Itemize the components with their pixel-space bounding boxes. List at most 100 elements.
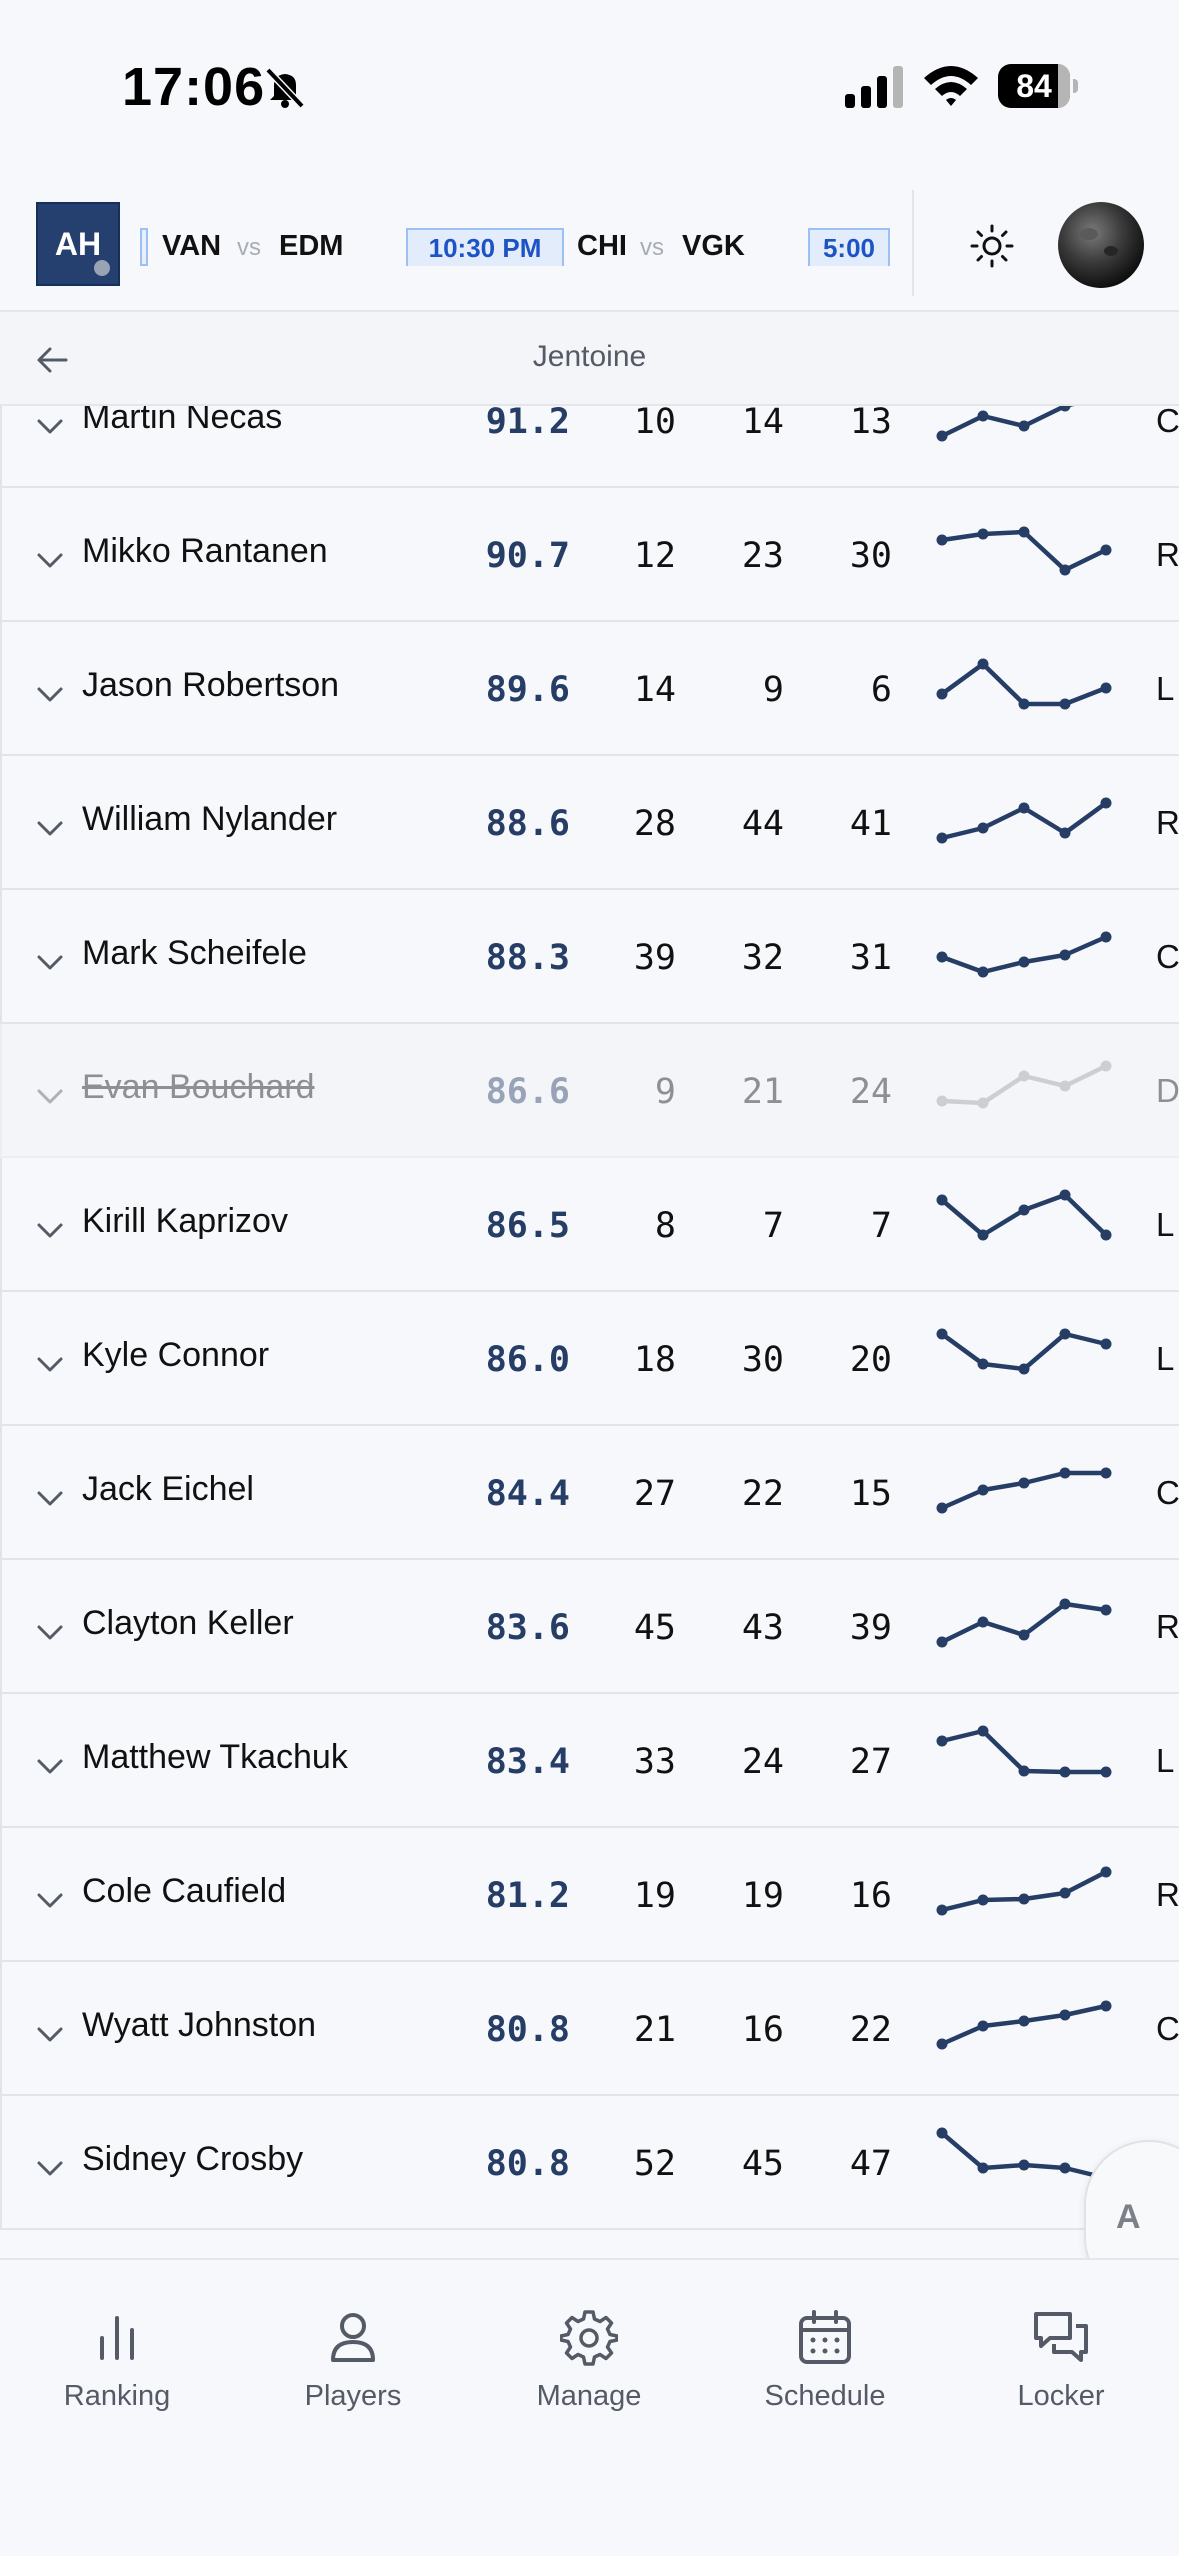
theme-toggle-sun-icon[interactable] [968, 222, 1016, 270]
player-row[interactable]: Matthew Tkachuk 83.4 33 24 27 L [0, 1694, 1179, 1828]
status-time: 17:06 [122, 57, 266, 117]
app-logo-text: AH [54, 225, 102, 262]
expand-chevron-icon[interactable] [34, 1884, 66, 1916]
player-row[interactable]: Sidney Crosby 80.8 52 45 47 [0, 2096, 1179, 2230]
nav-players[interactable]: Players [253, 2308, 453, 2413]
player-score: 89.6 [485, 670, 570, 710]
player-row[interactable]: Mikko Rantanen 90.7 12 23 30 R [0, 488, 1179, 622]
player-row[interactable]: Wyatt Johnston 80.8 21 16 22 C [0, 1962, 1179, 2096]
sparkline-point [1100, 1866, 1112, 1878]
expand-chevron-icon[interactable] [34, 2152, 66, 2184]
player-row[interactable]: William Nylander 88.6 28 44 41 R [0, 756, 1179, 890]
player-score: 90.7 [485, 536, 570, 576]
nav-schedule[interactable]: Schedule [725, 2308, 925, 2413]
expand-chevron-icon[interactable] [34, 1348, 66, 1380]
player-row[interactable]: Jason Robertson 89.6 14 9 6 L [0, 622, 1179, 756]
nav-manage[interactable]: Manage [489, 2308, 689, 2413]
player-name: Sidney Crosby [82, 2140, 304, 2178]
trend-sparkline [936, 1866, 1112, 1916]
player-position: L [1156, 1340, 1175, 1377]
player-stat-3: 15 [849, 1474, 892, 1514]
page-header: Jentoine [0, 312, 1179, 406]
expand-chevron-icon[interactable] [34, 678, 66, 710]
player-row[interactable]: Kirill Kaprizov 86.5 8 7 7 L [0, 1158, 1179, 1292]
trend-sparkline [936, 1060, 1112, 1109]
sparkline-point [1100, 1338, 1112, 1350]
game-away-team[interactable]: VAN [162, 230, 222, 262]
wifi-icon [924, 66, 978, 106]
player-score: 86.6 [485, 1072, 570, 1112]
sparkline-path [941, 529, 1107, 573]
player-score: 81.2 [485, 1876, 570, 1916]
battery-level: 84 [1016, 68, 1052, 104]
bell-muted-icon [265, 67, 305, 109]
expand-chevron-icon[interactable] [34, 544, 66, 576]
player-row[interactable]: Martin Necas 91.2 10 14 13 C [0, 406, 1179, 488]
sparkline-point [936, 1502, 948, 1514]
player-score: 80.8 [485, 2010, 570, 2050]
sparkline-point [1100, 544, 1112, 556]
expand-chevron-icon[interactable] [34, 1750, 66, 1782]
trend-sparkline [936, 526, 1112, 576]
expand-chevron-icon[interactable] [34, 1482, 66, 1514]
expand-chevron-icon[interactable] [34, 1080, 66, 1112]
player-name: Evan Bouchard [82, 1068, 315, 1106]
sparkline-point [1059, 564, 1071, 576]
trend-sparkline [936, 658, 1112, 710]
app-logo[interactable]: AH [36, 202, 120, 286]
player-stat-1: 12 [633, 536, 676, 576]
player-position: L [1156, 670, 1175, 707]
sparkline-point [977, 1484, 989, 1496]
sparkline-point [936, 534, 948, 546]
sparkline-point [936, 430, 948, 442]
sparkline-point [1059, 827, 1071, 839]
user-avatar[interactable] [1058, 202, 1144, 288]
calendar-icon [799, 2310, 851, 2364]
cellular-signal-icon [845, 66, 903, 108]
nav-ranking[interactable]: Ranking [17, 2308, 217, 2413]
player-score: 83.4 [485, 1742, 570, 1782]
sparkline-point [1018, 2015, 1030, 2027]
expand-chevron-icon[interactable] [34, 410, 66, 442]
player-row[interactable]: Cole Caufield 81.2 19 19 16 R [0, 1828, 1179, 1962]
game-home-team[interactable]: VGK [682, 230, 745, 262]
player-stat-1: 21 [633, 2010, 676, 2050]
expand-chevron-icon[interactable] [34, 812, 66, 844]
back-arrow-icon[interactable] [32, 340, 72, 380]
expand-chevron-icon[interactable] [34, 2018, 66, 2050]
sparkline-point [1018, 698, 1030, 710]
expand-chevron-icon[interactable] [34, 1214, 66, 1246]
expand-chevron-icon[interactable] [34, 946, 66, 978]
player-row[interactable]: Evan Bouchard 86.6 9 21 24 D [0, 1024, 1179, 1158]
player-stat-2: 45 [741, 2144, 784, 2184]
player-row[interactable]: Mark Scheifele 88.3 39 32 31 C [0, 890, 1179, 1024]
player-name: Kyle Connor [82, 1336, 270, 1374]
sparkline-point [936, 832, 948, 844]
sparkline-point [1059, 1467, 1071, 1479]
player-row[interactable]: Clayton Keller 83.6 45 43 39 R [0, 1560, 1179, 1694]
player-position: C [1156, 2010, 1179, 2047]
player-position: R [1156, 804, 1179, 841]
player-row[interactable]: Jack Eichel 84.4 27 22 15 C [0, 1426, 1179, 1560]
bar-chart-icon [100, 2316, 134, 2360]
game-home-team[interactable]: EDM [279, 230, 344, 262]
sparkline-point [1059, 1328, 1071, 1340]
trend-sparkline [936, 2127, 1112, 2184]
games-ticker[interactable]: VAN vs EDM 10:30 PM CHI vs VGK 5:00 [140, 226, 890, 266]
sparkline-point [1018, 1765, 1030, 1777]
sparkline-point [1018, 1893, 1030, 1905]
game-away-team[interactable]: CHI [577, 230, 627, 262]
page-title: Jentoine [532, 340, 647, 373]
app-header: AH VAN vs EDM 10:30 PM CHI vs VGK 5:00 [0, 170, 1179, 312]
player-stat-3: 24 [849, 1072, 892, 1112]
game-time-chip[interactable]: 5:00 [808, 228, 890, 266]
player-row[interactable]: Kyle Connor 86.0 18 30 20 L [0, 1292, 1179, 1426]
sparkline-point [1018, 1363, 1030, 1375]
expand-chevron-icon[interactable] [34, 1616, 66, 1648]
sparkline-point [936, 2038, 948, 2050]
game-time-chip[interactable]: 10:30 PM [406, 228, 564, 266]
player-stat-2: 22 [741, 1474, 784, 1514]
player-name: Kirill Kaprizov [82, 1202, 288, 1240]
nav-locker[interactable]: Locker [961, 2308, 1161, 2413]
sparkline-point [977, 1097, 989, 1109]
